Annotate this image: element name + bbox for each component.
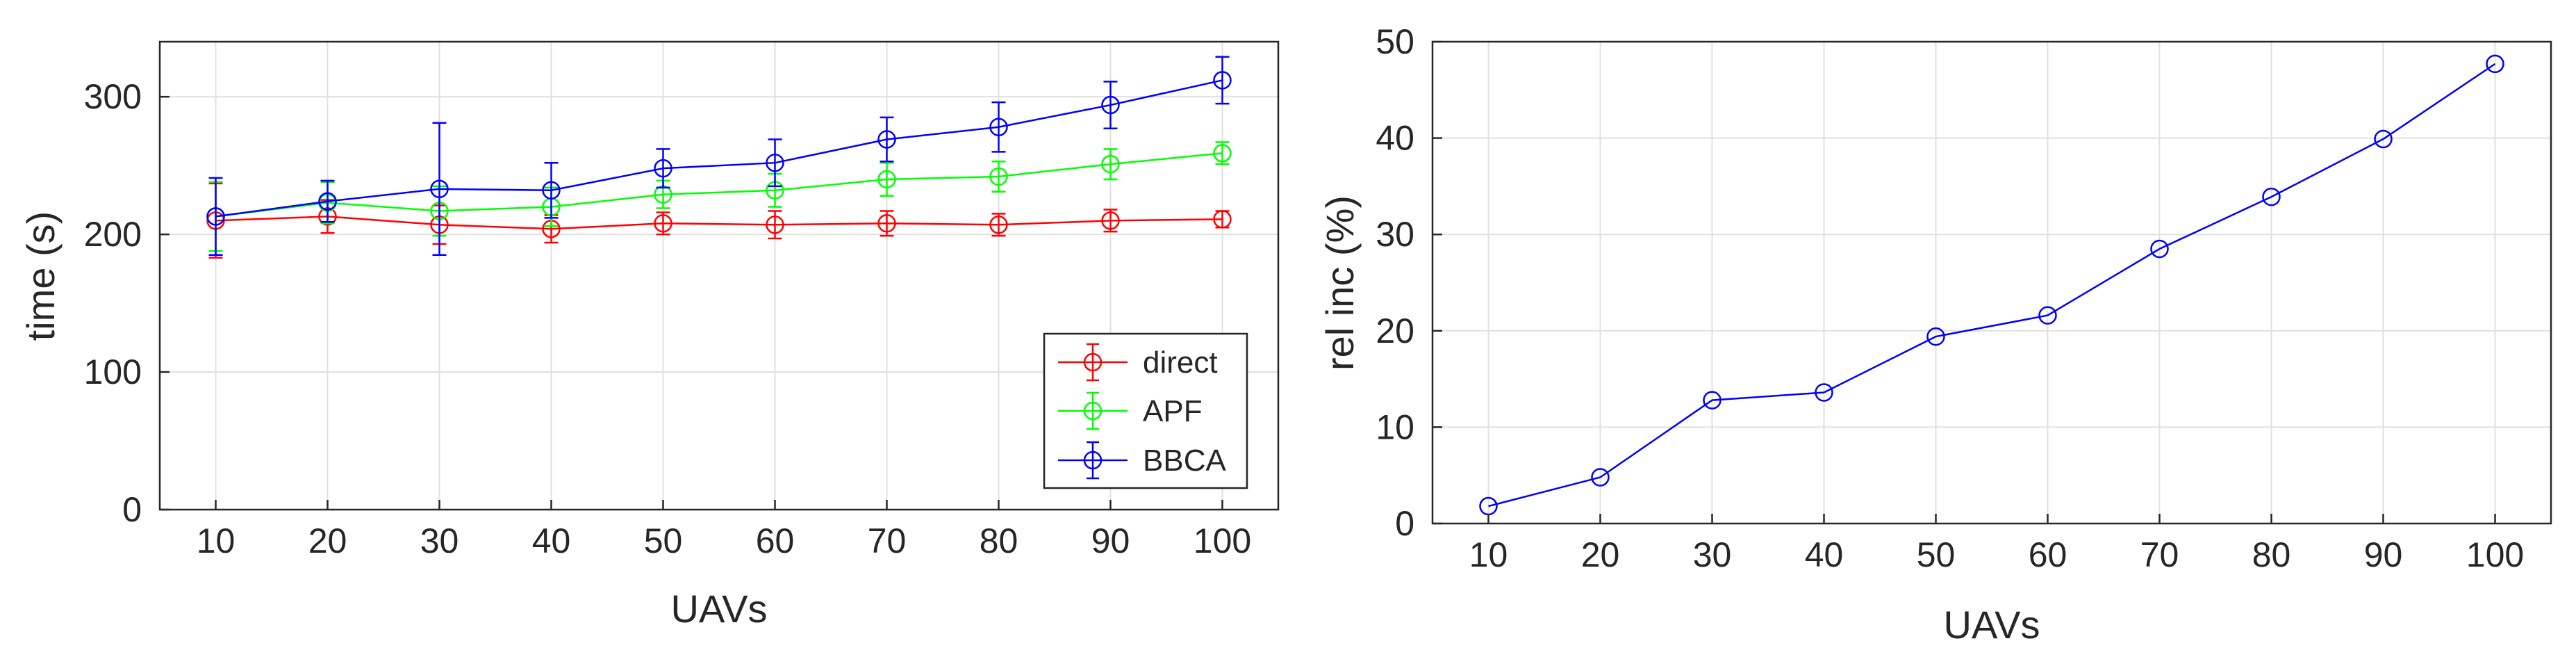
- data-point-bbca: [654, 159, 672, 178]
- y-tick-label: 20: [1376, 311, 1414, 350]
- time-chart-x-axis-label: UAVs: [671, 587, 768, 631]
- series-line-rel-inc: [1488, 63, 2496, 508]
- rel-inc-chart: 10 20 30 40 50 60 70 80 90 100 0 10 20 30 40 50 UAVs re…: [1318, 22, 2552, 647]
- data-point-rel-inc: [1815, 383, 1833, 402]
- time-chart-y-axis-label: time (s): [19, 211, 63, 341]
- data-point-apf: [989, 167, 1008, 186]
- x-tick-label: 100: [1194, 521, 1251, 560]
- time-chart-ticks: 10 20 30 40 50 60 70 80 90 100 0 100 200 300: [84, 77, 1252, 560]
- series-line-direct: [215, 216, 1223, 230]
- x-tick-label: 80: [980, 521, 1018, 560]
- data-point-rel-inc: [2038, 306, 2057, 325]
- legend-label-apf: APF: [1143, 394, 1203, 428]
- data-point-bbca: [206, 207, 225, 226]
- data-point-rel-inc: [1591, 468, 1610, 487]
- legend-marker-bbca: [1083, 451, 1103, 470]
- y-tick-label: 0: [122, 490, 142, 529]
- legend-entry-apf: APF: [1058, 391, 1203, 430]
- data-point-direct: [766, 216, 784, 234]
- time-chart: 10 20 30 40 50 60 70 80 90 100 0 100 200 300 UAVs tim…: [19, 40, 1280, 631]
- data-point-bbca: [318, 192, 337, 211]
- series-direct: [206, 182, 1232, 259]
- x-tick-label: 50: [644, 521, 683, 560]
- data-point-rel-inc: [2486, 54, 2504, 74]
- x-tick-label: 40: [532, 521, 571, 560]
- series-rel-inc: [1479, 54, 2504, 516]
- rel-inc-chart-series: [1479, 54, 2504, 516]
- data-point-direct: [1213, 210, 1232, 229]
- legend-box: [1043, 332, 1248, 489]
- x-tick-label: 70: [868, 521, 907, 560]
- data-point-rel-inc: [1926, 327, 1945, 346]
- x-tick-label: 40: [1805, 535, 1844, 574]
- data-point-rel-inc: [2262, 187, 2281, 206]
- x-tick-label: 90: [2364, 535, 2403, 574]
- data-point-direct: [1101, 211, 1120, 230]
- x-tick-label: 80: [2252, 535, 2291, 574]
- y-tick-label: 100: [84, 352, 142, 391]
- x-tick-label: 30: [420, 521, 459, 560]
- y-tick-label: 30: [1376, 215, 1414, 254]
- rel-inc-chart-x-axis-label: UAVs: [1944, 603, 2040, 647]
- data-point-bbca: [430, 179, 449, 199]
- data-point-rel-inc: [2374, 129, 2393, 149]
- data-point-bbca: [877, 130, 896, 149]
- time-chart-axes-box: [158, 40, 1280, 511]
- legend-marker-direct: [1083, 352, 1103, 372]
- x-tick-label: 60: [756, 521, 795, 560]
- x-tick-label: 70: [2140, 535, 2179, 574]
- series-line-apf: [215, 152, 1223, 218]
- legend-label-direct: direct: [1143, 346, 1218, 380]
- rel-inc-chart-grid: [1433, 41, 2551, 524]
- x-tick-label: 60: [2029, 535, 2067, 574]
- legend-entry-direct: direct: [1058, 343, 1218, 382]
- data-point-bbca: [542, 181, 561, 200]
- y-tick-label: 40: [1376, 119, 1414, 158]
- data-point-direct: [654, 214, 672, 233]
- legend-entry-bbca: BBCA: [1058, 441, 1226, 480]
- y-tick-label: 200: [84, 215, 142, 254]
- time-chart-series: [206, 56, 1232, 259]
- data-point-bbca: [1101, 95, 1120, 115]
- data-point-apf: [1213, 144, 1232, 163]
- data-point-apf: [1101, 154, 1120, 174]
- rel-inc-chart-y-axis-label: rel inc (%): [1318, 195, 1362, 371]
- data-point-apf: [877, 170, 896, 189]
- x-tick-label: 10: [1469, 535, 1508, 574]
- data-point-direct: [877, 214, 896, 233]
- time-chart-legend: direct APF BBCA: [1043, 332, 1248, 489]
- data-point-bbca: [1213, 71, 1232, 90]
- rel-inc-chart-ticks: 10 20 30 40 50 60 70 80 90 100 0 10 20 30 40 50: [1376, 22, 2524, 574]
- series-apf: [206, 141, 1232, 252]
- rel-inc-chart-axes-box: [1431, 40, 2552, 525]
- data-point-direct: [989, 216, 1008, 234]
- x-tick-label: 30: [1693, 535, 1732, 574]
- x-tick-label: 100: [2466, 535, 2524, 574]
- x-tick-label: 20: [1581, 535, 1620, 574]
- data-point-rel-inc: [2150, 239, 2169, 259]
- y-tick-label: 10: [1376, 407, 1414, 446]
- series-line-bbca: [215, 79, 1223, 218]
- x-tick-label: 20: [308, 521, 347, 560]
- y-tick-label: 0: [1395, 504, 1414, 543]
- x-tick-label: 90: [1091, 521, 1130, 560]
- legend-label-bbca: BBCA: [1143, 444, 1226, 478]
- data-point-bbca: [989, 117, 1008, 136]
- x-tick-label: 50: [1917, 535, 1956, 574]
- data-point-rel-inc: [1703, 391, 1722, 409]
- y-tick-label: 300: [84, 77, 142, 116]
- data-point-bbca: [766, 153, 784, 172]
- series-bbca: [206, 56, 1232, 257]
- legend-marker-apf: [1083, 401, 1103, 421]
- y-tick-label: 50: [1376, 22, 1414, 61]
- x-tick-label: 10: [197, 521, 236, 560]
